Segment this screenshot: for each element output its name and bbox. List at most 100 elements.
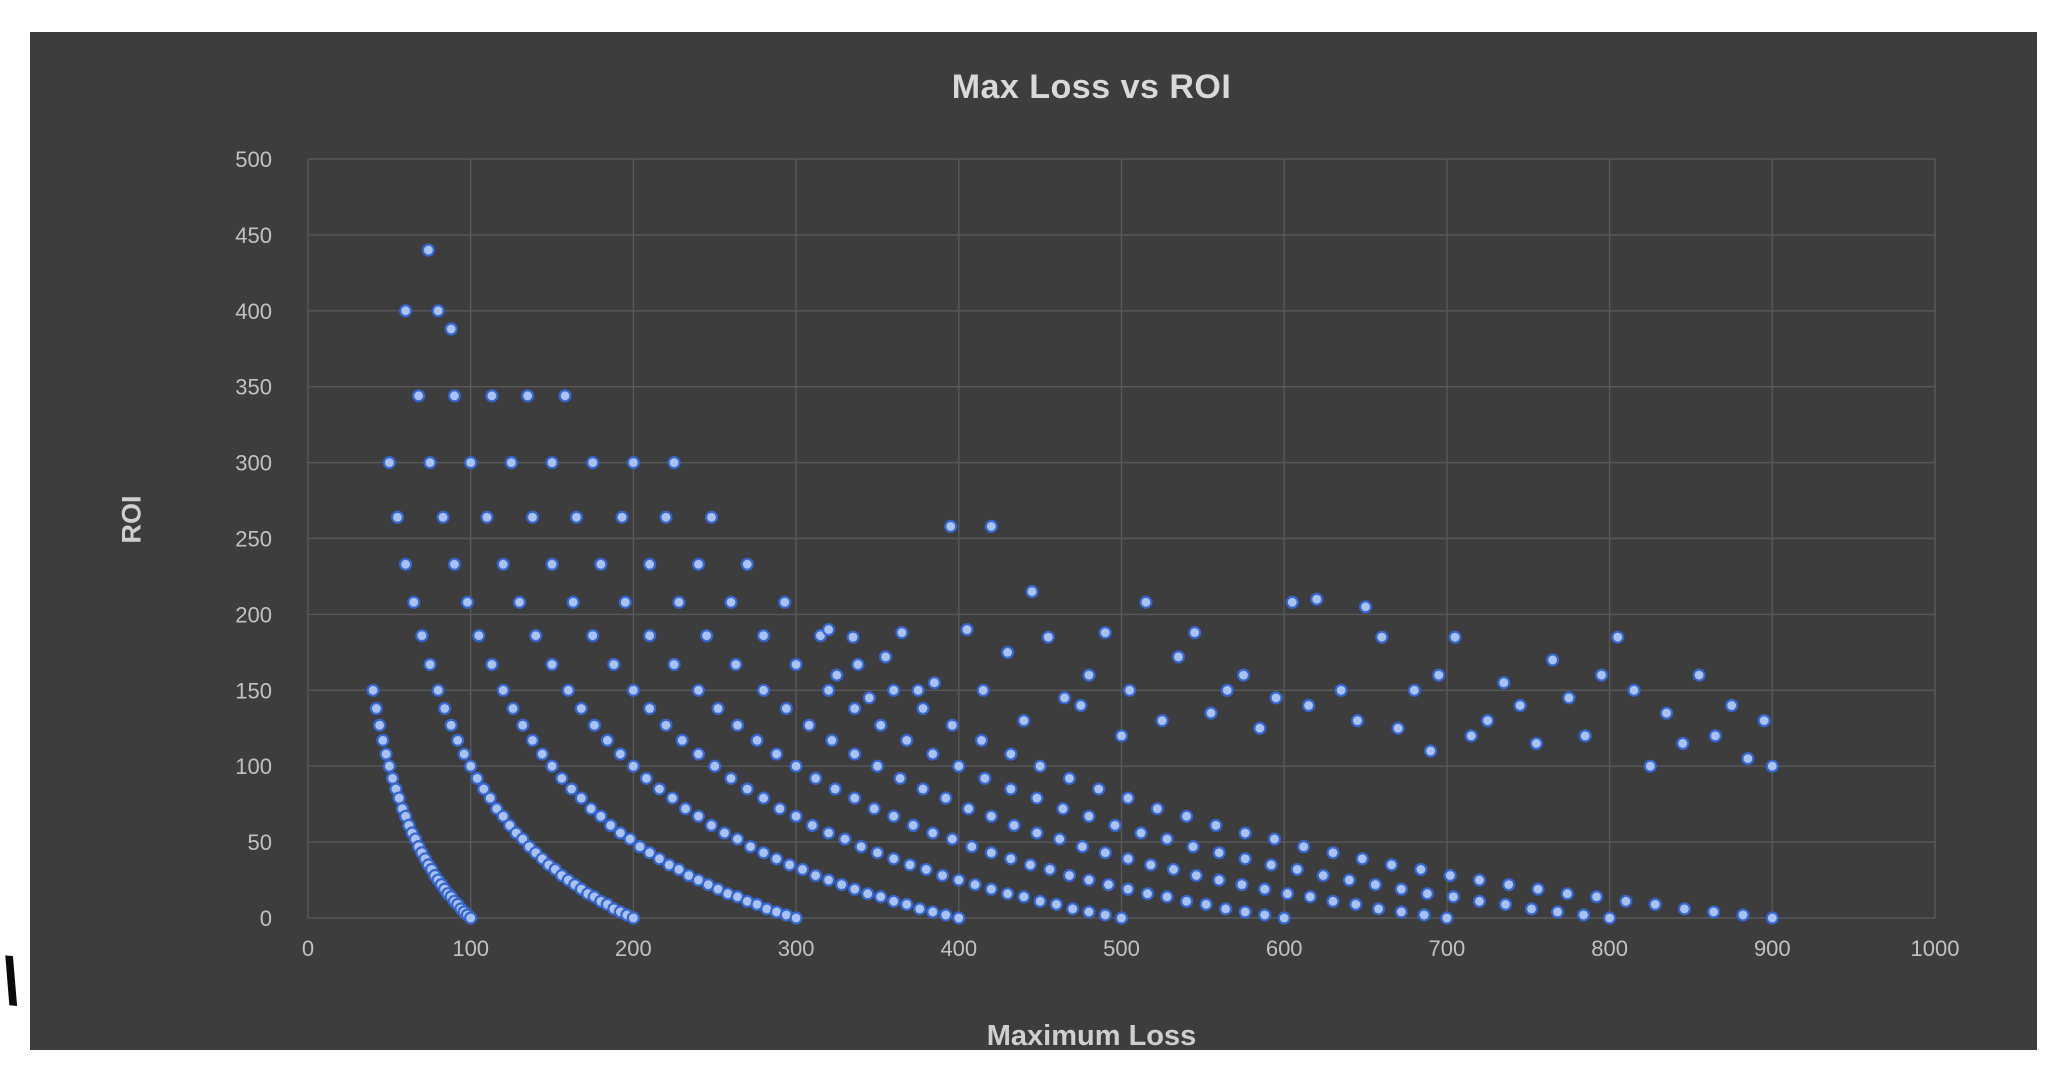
y-tick-label: 300 [235,451,272,476]
scatter-point [939,908,953,922]
scatter-point [1440,911,1454,925]
scatter-point [1417,908,1431,922]
scatter-point [1041,630,1055,644]
scatter-point [822,683,836,697]
scatter-point [1550,905,1565,919]
scatter-point [1082,668,1096,682]
scatter-point [789,911,803,925]
scatter-point [848,701,862,716]
scatter-point [1007,818,1021,833]
scatter-point [961,802,976,816]
scatter-point [1303,890,1317,904]
scatter-point [569,510,584,524]
scatter-point [1023,858,1037,872]
scatter-point [887,683,901,697]
scatter-point [862,691,876,705]
scatter-point [1179,809,1194,823]
scatter-point [431,683,445,697]
scatter-point [382,759,396,773]
scatter-point [1236,668,1251,682]
scatter-point [895,626,909,640]
scatter-point [444,322,458,336]
scatter-point [574,701,588,716]
y-tick-label: 250 [235,527,272,552]
scatter-point [659,718,673,732]
x-tick-label: 100 [452,936,489,961]
scatter-point [809,771,823,785]
scatter-point [1209,818,1223,833]
scatter-point [438,701,452,716]
scatter-point [1531,882,1545,896]
scatter-point [828,782,842,796]
scatter-point [1432,668,1446,682]
scatter-point [586,456,600,470]
scatter-point [1238,826,1252,840]
scatter-point [700,629,714,643]
scatter-point [1619,894,1633,908]
y-tick-label: 500 [235,147,272,172]
y-tick-label: 100 [235,754,272,779]
scatter-point [525,510,540,524]
scatter-point [643,629,657,643]
scatter-point [1186,840,1200,854]
scatter-point [1375,630,1389,644]
scatter-point [483,791,497,805]
scatter-point [1001,645,1015,659]
scatter-point [939,791,953,805]
scatter-point [1394,882,1408,896]
scatter-plot: 0 50 100 150 200 250 300 350 400 450 500 0 100 200 300… [235,147,1960,961]
y-tick-label: 50 [248,830,272,855]
scatter-point [835,878,849,892]
scatter-point [1594,668,1609,682]
scatter-point [730,832,745,846]
x-tick-label: 1000 [1911,936,1960,961]
scatter-point [1285,595,1299,609]
scatter-point [822,873,836,887]
scatter-point [1220,683,1234,697]
scatter-point [1075,840,1090,854]
scatter-point [906,818,920,833]
scatter-point [451,733,465,747]
scatter-point [1334,683,1348,697]
scatter-point [1025,585,1039,599]
scatter-point [485,389,499,403]
scatter-point [366,683,380,697]
scatter-point [916,701,930,716]
scatter-point [1562,691,1576,705]
scatter-point [545,657,559,672]
scatter-point [675,733,689,747]
scatter-point [1017,890,1031,904]
scatter-point [926,905,940,919]
scatter-point [1066,902,1080,916]
scatter-point [945,832,959,846]
scatter-point [1160,890,1174,904]
scatter-point [1708,729,1722,743]
scatter-point [1204,706,1218,720]
scatter-point [1098,626,1112,640]
scatter-point [1589,890,1604,904]
scatter-point [1524,902,1539,916]
x-tick-label: 500 [1103,936,1140,961]
scatter-point [1280,887,1295,901]
scatter-point [1160,832,1174,846]
scatter-point [913,902,927,916]
scatter-point [447,389,462,403]
scatter-point [1342,873,1356,887]
scatter-point [1139,595,1153,609]
scatter-point [789,759,803,773]
scatter-point [594,809,608,823]
scatter-point [1576,908,1591,922]
scatter-point [861,887,875,901]
scatter-point [846,630,860,644]
scatter-point [870,846,885,860]
scatter-point [968,878,982,892]
scatter-point [944,519,958,533]
scatter-point [615,510,629,524]
scatter-point [1627,683,1641,697]
scatter-point [659,510,673,524]
scatter-point [421,243,435,257]
scatter-point [607,657,621,672]
x-tick-label: 600 [1266,936,1303,961]
scatter-point [778,595,792,609]
scatter-point [369,701,383,716]
